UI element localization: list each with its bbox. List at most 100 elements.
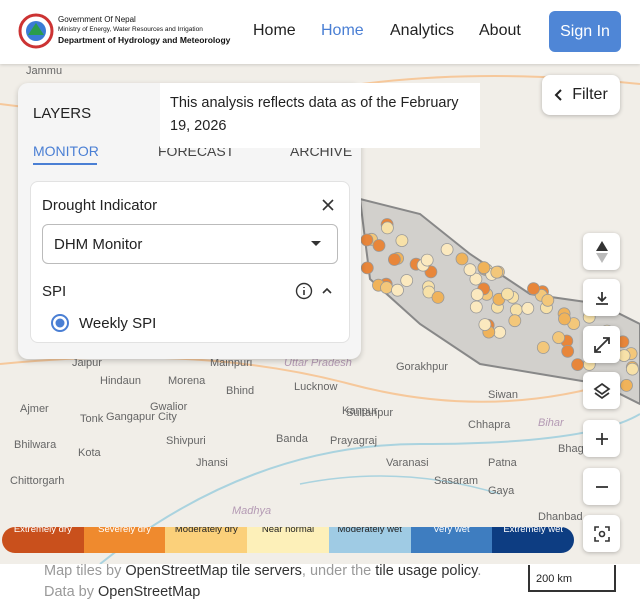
station-marker (509, 303, 523, 317)
station-marker (626, 362, 639, 376)
map-label: Jhansi (196, 457, 228, 469)
station-marker (477, 261, 491, 275)
filter-button[interactable]: Filter (542, 75, 620, 115)
legend-item: Extremely dry (2, 527, 84, 553)
legend-item: Moderately dry (165, 527, 248, 553)
scale-bar: 200 km (528, 565, 616, 592)
attribution: Map tiles by OpenStreetMap tile servers,… (44, 561, 514, 603)
station-marker (490, 265, 504, 279)
indicator-select[interactable]: DHM Monitor (42, 224, 338, 264)
nav-link[interactable]: Analytics (390, 22, 455, 39)
org-line: Government Of Nepal (58, 15, 136, 24)
station-marker (463, 263, 477, 277)
map-label: Jaipur (72, 357, 102, 369)
attribution-link[interactable]: OpenStreetMap (98, 584, 201, 600)
legend-label: Moderately dry (174, 527, 238, 535)
station-marker (469, 272, 483, 286)
legend-item: Very wet (410, 527, 493, 553)
section-icons[interactable] (295, 282, 335, 300)
map-label: Shivpuri (166, 435, 206, 447)
map-label: Patna (488, 457, 518, 469)
select-value: DHM Monitor (54, 236, 143, 253)
nav-link[interactable]: About (479, 22, 521, 39)
map-label: Chittorgarh (10, 475, 64, 487)
org-line: Department of Hydrology and Meteorology (58, 35, 231, 45)
nav-link[interactable]: Home (321, 22, 364, 39)
indicator-label: Drought Indicator (42, 197, 158, 214)
chevron-icon (554, 89, 562, 101)
map-label: Mainpuri (210, 357, 252, 369)
station-marker (527, 282, 540, 296)
station-marker (478, 318, 492, 332)
map-label: Morena (168, 375, 206, 387)
map-label: Varanasi (386, 457, 429, 469)
station-marker (431, 290, 445, 304)
legend-label: Moderately wet (337, 527, 402, 535)
org-line: Ministry of Energy, Water Resources and … (58, 26, 203, 33)
map-label: Bhilwara (14, 439, 57, 451)
station-marker (440, 243, 454, 256)
legend-item: Severely dry (83, 527, 166, 553)
tab[interactable]: MONITOR (33, 143, 99, 159)
sign-in-button[interactable]: Sign In (549, 11, 621, 52)
station-marker (360, 233, 374, 247)
station-marker (552, 331, 565, 345)
station-marker (521, 301, 535, 315)
zoom-out-button[interactable] (583, 468, 620, 505)
station-marker (469, 300, 483, 314)
tab-indicator (33, 163, 97, 165)
compass-button[interactable] (583, 233, 620, 270)
section-label: SPI (42, 283, 67, 300)
station-marker (380, 221, 394, 235)
legend-label: Near normal (261, 527, 315, 535)
legend-item: Extremely wet (492, 527, 574, 553)
station-marker (620, 378, 633, 392)
station-marker (561, 344, 575, 358)
layers-button[interactable] (583, 372, 620, 409)
legend-item: Moderately wet (328, 527, 411, 553)
station-marker (360, 261, 374, 275)
nav-link[interactable]: Home (253, 22, 296, 39)
zoom-in-button[interactable] (583, 420, 620, 457)
attribution-text: Map tiles by (44, 563, 126, 579)
map-label: Siwan (488, 389, 518, 401)
map-label: Prayagraj (330, 435, 377, 447)
station-marker (391, 283, 404, 297)
attribution-link[interactable]: tile usage policy (375, 563, 478, 579)
legend: Extremely dry Severely dry Moderately dry N… (2, 527, 574, 553)
data-notice: This analysis reflects data as of the Fe… (160, 83, 480, 148)
panel-title: LAYERS (33, 105, 92, 122)
map-label: Ajmer (20, 403, 49, 415)
legend-label: Extremely wet (503, 527, 563, 535)
map-label: Gangapur City (106, 411, 177, 423)
map-label: Bhind (226, 385, 254, 397)
map-label: Banda (276, 433, 309, 445)
attribution-link[interactable]: OpenStreetMap tile servers (125, 563, 302, 579)
indicator-card: Drought Indicator DHM Monitor SPI Weekly… (30, 181, 350, 343)
close-icon[interactable] (321, 198, 335, 212)
download-button[interactable] (583, 279, 620, 316)
dropdown-arrow (311, 241, 321, 246)
map-label: Kota (78, 447, 102, 459)
radio-label: Weekly SPI (79, 315, 157, 332)
legend-label: Very wet (433, 527, 470, 535)
screenshot-button[interactable] (583, 515, 620, 552)
radio-button[interactable] (51, 314, 69, 332)
map-label: Sasaram (434, 475, 478, 487)
map-label: Uttar Pradesh (284, 357, 352, 369)
fullscreen-button[interactable] (583, 326, 620, 363)
map-labels: Jammu Jaipur Hindaun Morena Bhind Mainpuri Utt… (10, 65, 608, 523)
station-marker (508, 314, 522, 328)
map-label: Dhanbad (538, 511, 583, 523)
attribution-text: . Data by (44, 563, 482, 600)
logo (18, 13, 54, 49)
map-label: Gwalior (150, 401, 188, 413)
legend-item: Near normal (247, 527, 329, 553)
filter-label: Filter (572, 86, 608, 103)
station-marker (380, 281, 393, 295)
station-marker (501, 287, 514, 301)
attribution-text: , under the (301, 563, 376, 579)
map-label: Lucknow (294, 381, 337, 393)
station-marker (470, 288, 484, 302)
